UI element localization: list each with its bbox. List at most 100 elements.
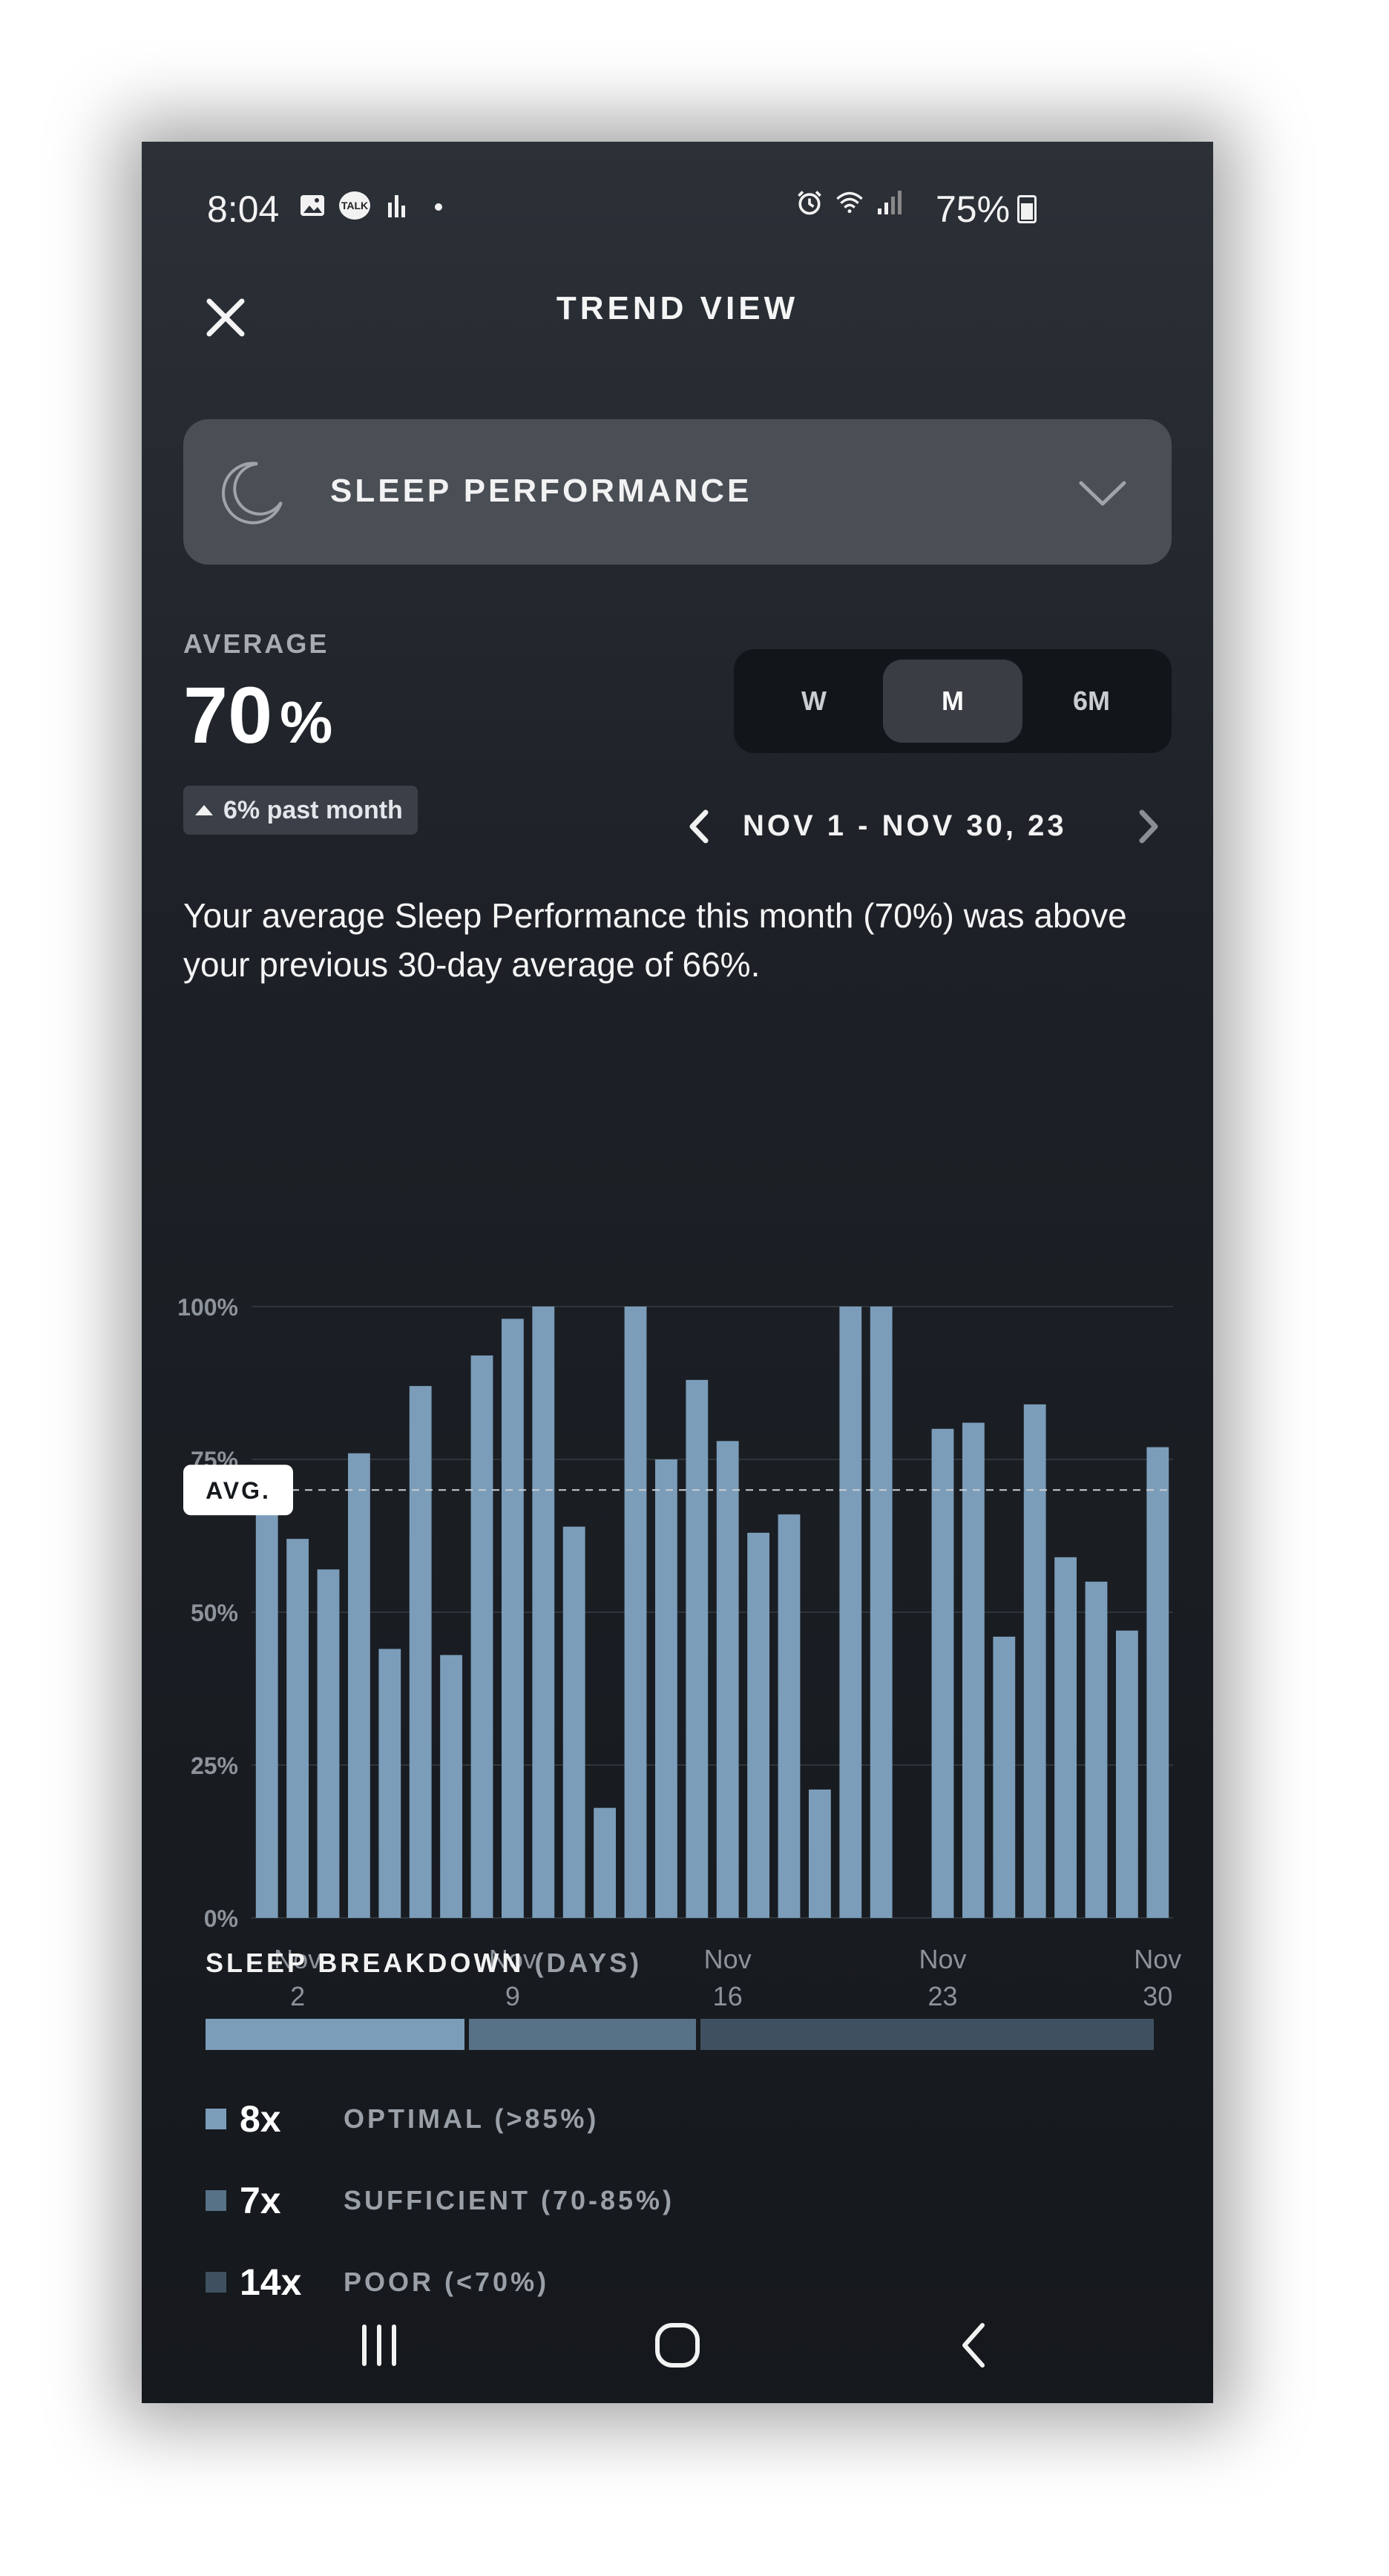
recents-button[interactable]: [335, 2308, 424, 2382]
system-nav-bar: [142, 2293, 1213, 2403]
tab-week[interactable]: W: [801, 686, 827, 716]
chart-bar: [501, 1318, 524, 1918]
talk-icon: TALK: [339, 191, 370, 220]
legend-count-poor: 14x: [240, 2261, 302, 2303]
alarm-icon: [795, 188, 824, 217]
home-button[interactable]: [633, 2308, 722, 2382]
signal-icon: [875, 188, 904, 217]
chart-bar: [870, 1307, 893, 1918]
average-badge: [183, 1465, 293, 1516]
breakdown-bar: [206, 2019, 1154, 2050]
average-delta-text: 6% past month: [223, 795, 403, 824]
average-number: 70: [183, 670, 273, 760]
chart-bar: [1146, 1447, 1169, 1918]
legend-swatch-poor: [206, 2272, 226, 2293]
chevron-right-icon: [1139, 809, 1158, 844]
breakdown-segment-poor: [700, 2019, 1154, 2050]
chart-bar: [562, 1526, 585, 1918]
period-selector: W M 6M: [734, 649, 1172, 753]
battery-percent: 75%: [936, 188, 1011, 230]
next-period-button[interactable]: [1127, 801, 1172, 852]
close-icon: [206, 298, 245, 337]
chart-bar: [409, 1386, 432, 1918]
x-tick-day: 30: [1143, 1981, 1172, 2011]
chart-bar: [808, 1789, 831, 1918]
chart-bar: [378, 1649, 401, 1918]
chart-bar: [716, 1441, 739, 1918]
chart-bar: [532, 1307, 555, 1918]
chart-bar: [1115, 1630, 1138, 1918]
chart-bar: [624, 1307, 647, 1918]
average-unit: %: [280, 689, 333, 755]
x-tick-month: Nov: [919, 1944, 966, 1974]
home-icon: [655, 2323, 700, 2368]
legend-swatch-optimal: [206, 2109, 226, 2129]
breakdown-title: SLEEP BREAKDOWN (DAYS): [206, 1948, 642, 1979]
average-label: AVERAGE: [183, 628, 329, 659]
average-badge-label: AVG.: [206, 1477, 271, 1504]
breakdown-segment-sufficient: [469, 2019, 696, 2050]
sleep-performance-chart: 100% 75% 50% 25% 0% AVG. Nov 2 Nov 9 Nov 16 Nov 23 Nov…: [142, 1151, 1213, 2041]
chart-bar: [440, 1655, 463, 1918]
average-value: 70%: [183, 668, 332, 761]
status-time: 8:04: [207, 188, 280, 230]
battery-icon: [1017, 195, 1037, 223]
x-tick-day: 2: [290, 1981, 305, 2011]
legend-count-sufficient: 7x: [240, 2180, 281, 2221]
x-tick-day: 23: [927, 1981, 957, 2011]
tab-six-months[interactable]: 6M: [1072, 686, 1110, 716]
chevron-left-icon: [689, 809, 709, 844]
recents-icon: [362, 2324, 396, 2366]
wifi-icon: [835, 188, 864, 217]
date-range-label: NOV 1 - NOV 30, 23: [743, 809, 1067, 842]
x-tick-month: Nov: [489, 1944, 536, 1974]
chart-bar: [993, 1636, 1016, 1918]
x-tick-month: Nov: [704, 1944, 752, 1974]
chart-icon: [382, 191, 412, 220]
close-button[interactable]: [192, 284, 259, 351]
y-tick-label: 0%: [204, 1905, 238, 1932]
chart-bar: [286, 1539, 309, 1918]
metric-selector[interactable]: SLEEP PERFORMANCE: [183, 419, 1172, 565]
chart-bar: [839, 1307, 862, 1918]
x-tick-day: 9: [505, 1981, 520, 2011]
legend-label-poor: POOR (<70%): [344, 2267, 550, 2297]
chart-bar: [654, 1459, 677, 1918]
chart-bar: [962, 1422, 985, 1918]
legend-count-optimal: 8x: [240, 2098, 281, 2140]
breakdown-title-main: SLEEP BREAKDOWN: [206, 1948, 525, 1978]
chart-bar: [1054, 1557, 1077, 1918]
x-tick-day: 16: [713, 1981, 743, 2011]
dot-icon: [424, 191, 453, 220]
chart-bar: [1023, 1404, 1046, 1918]
average-delta-badge: 6% past month: [183, 786, 418, 835]
summary-text: Your average Sleep Performance this mont…: [183, 896, 1127, 984]
chart-bar: [470, 1355, 493, 1918]
chart-bar: [317, 1569, 340, 1918]
status-bar: 8:04 TALK 75%: [142, 142, 1213, 230]
legend-poor: 14x POOR (<70%): [206, 2260, 549, 2304]
chevron-down-icon: [1079, 481, 1126, 506]
gallery-icon: [298, 191, 327, 220]
legend-optimal: 8x OPTIMAL (>85%): [206, 2097, 599, 2141]
triangle-up-icon: [195, 805, 213, 815]
phone-screen: 8:04 TALK 75%: [142, 142, 1213, 2403]
previous-period-button[interactable]: [676, 801, 720, 852]
chart-bar: [747, 1532, 770, 1918]
legend-sufficient: 7x SUFFICIENT (70-85%): [206, 2178, 674, 2223]
y-tick-label: 100%: [177, 1294, 238, 1321]
chart-bar: [931, 1428, 954, 1918]
date-range-nav: NOV 1 - NOV 30, 23: [676, 801, 1172, 852]
breakdown-segment-optimal: [206, 2019, 465, 2050]
back-icon: [962, 2323, 985, 2368]
legend-label-sufficient: SUFFICIENT (70-85%): [344, 2185, 675, 2215]
chart-bar: [778, 1514, 801, 1918]
back-button[interactable]: [930, 2308, 1019, 2382]
chart-bar: [347, 1453, 370, 1918]
y-tick-label: 25%: [191, 1752, 238, 1779]
chart-bar: [255, 1477, 278, 1918]
x-tick-month: Nov: [274, 1944, 321, 1974]
chart-svg: 100%75%50%25%0%AVG.Nov2Nov9Nov16Nov23Nov…: [177, 1294, 1181, 2011]
status-left-icons: TALK: [298, 191, 453, 220]
tab-month[interactable]: M: [883, 660, 1022, 743]
